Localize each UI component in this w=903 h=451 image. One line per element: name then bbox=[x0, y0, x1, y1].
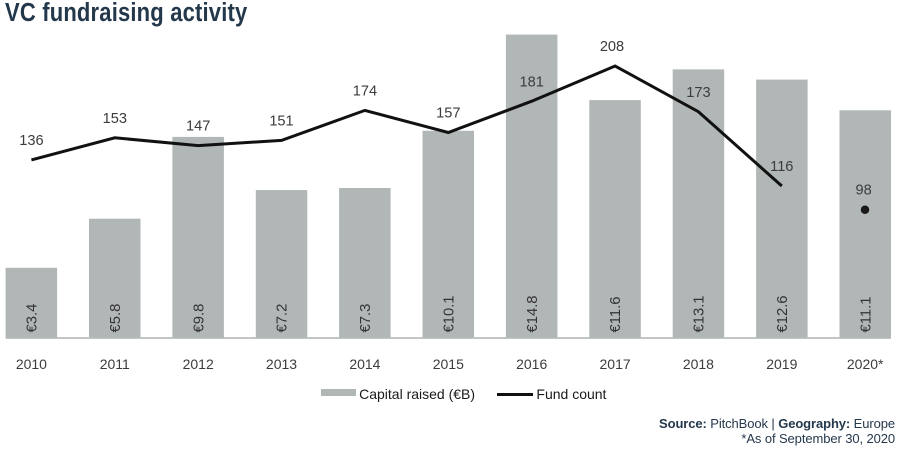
svg-text:98: 98 bbox=[855, 182, 871, 198]
svg-text:2019: 2019 bbox=[766, 356, 797, 372]
svg-text:€9.8: €9.8 bbox=[191, 304, 207, 333]
svg-text:€3.4: €3.4 bbox=[25, 304, 41, 333]
svg-text:2010: 2010 bbox=[16, 356, 47, 372]
svg-text:2014: 2014 bbox=[349, 356, 380, 372]
svg-text:€14.8: €14.8 bbox=[525, 295, 541, 332]
svg-text:2018: 2018 bbox=[683, 356, 714, 372]
svg-text:€5.8: €5.8 bbox=[108, 304, 124, 333]
svg-text:173: 173 bbox=[686, 85, 710, 101]
svg-text:153: 153 bbox=[103, 111, 127, 127]
svg-text:136: 136 bbox=[19, 133, 43, 149]
svg-text:2011: 2011 bbox=[100, 356, 130, 372]
svg-text:€7.3: €7.3 bbox=[358, 304, 374, 333]
svg-text:2013: 2013 bbox=[266, 356, 297, 372]
svg-text:116: 116 bbox=[770, 159, 793, 175]
svg-text:€7.2: €7.2 bbox=[275, 304, 291, 333]
svg-text:174: 174 bbox=[353, 84, 377, 100]
svg-text:181: 181 bbox=[520, 74, 544, 90]
svg-text:2016: 2016 bbox=[516, 356, 547, 372]
svg-text:2015: 2015 bbox=[433, 356, 464, 372]
svg-text:€10.1: €10.1 bbox=[441, 295, 457, 332]
svg-text:€12.6: €12.6 bbox=[775, 295, 791, 332]
svg-text:2017: 2017 bbox=[600, 356, 631, 372]
svg-text:2012: 2012 bbox=[183, 356, 214, 372]
svg-text:147: 147 bbox=[186, 119, 210, 135]
svg-text:2020*: 2020* bbox=[847, 356, 884, 372]
svg-text:151: 151 bbox=[269, 114, 293, 130]
svg-text:€11.6: €11.6 bbox=[608, 297, 624, 333]
svg-text:157: 157 bbox=[436, 106, 460, 122]
svg-text:€13.1: €13.1 bbox=[692, 295, 708, 332]
svg-text:208: 208 bbox=[600, 39, 624, 55]
svg-text:€11.1: €11.1 bbox=[858, 297, 874, 333]
